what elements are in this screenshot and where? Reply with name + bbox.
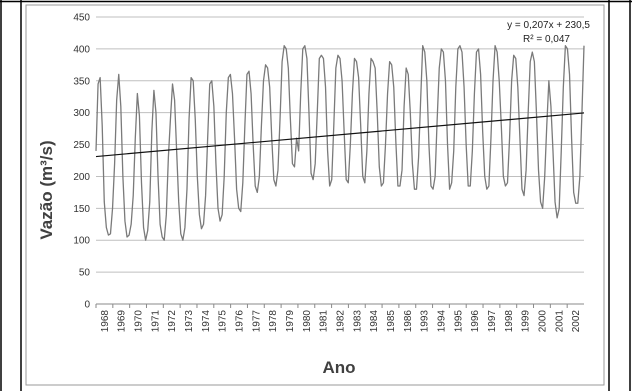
x-tick-label: 1974	[201, 310, 212, 333]
x-tick-label: 1995	[453, 310, 464, 333]
series-line-trend	[95, 112, 585, 158]
x-tick-label: 1972	[167, 310, 178, 333]
x-tick-label: 1973	[184, 310, 195, 333]
y-tick-label: 350	[73, 76, 90, 87]
y-tick-label: 450	[73, 13, 90, 24]
x-tick-label: 1982	[336, 310, 347, 333]
series-line-vazao	[95, 45, 585, 241]
x-tick-label: 1971	[150, 310, 161, 333]
x-tick-label: 1986	[403, 310, 414, 333]
x-axis-title: Ano	[322, 358, 355, 377]
x-tick-label: 1978	[268, 310, 279, 333]
y-tick-label: 400	[73, 44, 90, 55]
x-tick-label: 1996	[470, 310, 481, 333]
x-tick-label: 2002	[571, 310, 582, 333]
x-tick-label: 1998	[504, 310, 515, 333]
y-tick-label: 0	[84, 300, 90, 311]
x-tick-label: 1983	[352, 310, 363, 333]
x-tick-label: 2000	[537, 310, 548, 333]
x-tick-label: 1997	[487, 310, 498, 333]
x-tick-label: 1968	[100, 310, 111, 333]
x-tick-label: 1970	[134, 310, 145, 333]
x-tick-label: 1969	[117, 310, 128, 333]
x-tick-label: 1980	[302, 310, 313, 333]
x-tick-label: 1985	[386, 310, 397, 333]
y-tick-label: 100	[73, 236, 90, 247]
series-layer	[95, 45, 585, 241]
x-tick-label: 1977	[251, 310, 262, 333]
trendline-r-squared: R² = 0,047	[523, 34, 570, 45]
x-tick-labels: 1968 1969 1970 1971 1972 1973 1974 1975 1976 1977…	[95, 304, 582, 333]
x-tick-label: 1993	[420, 310, 431, 333]
x-tick-label: 1999	[521, 310, 532, 333]
y-tick-label: 250	[73, 140, 90, 151]
x-tick-label: 1975	[218, 310, 229, 333]
x-tick-label: 1981	[319, 310, 330, 333]
y-tick-label: 300	[73, 108, 90, 119]
chart-area-border	[25, 4, 605, 386]
x-tick-label: 2001	[554, 310, 565, 333]
y-axis-title: Vazão (m³/s)	[37, 140, 56, 239]
x-tick-label: 1979	[285, 310, 296, 333]
y-tick-label: 200	[73, 172, 90, 183]
x-tick-label: 1976	[235, 310, 246, 333]
y-tick-labels: 0 50 100 150 200 250 300 350 400 450	[73, 13, 90, 311]
y-tick-label: 50	[79, 268, 91, 279]
trendline-equation: y = 0,207x + 230,5	[507, 20, 590, 31]
x-tick-label: 1994	[436, 310, 447, 333]
y-tick-label: 150	[73, 204, 90, 215]
x-tick-label: 1984	[369, 310, 380, 333]
